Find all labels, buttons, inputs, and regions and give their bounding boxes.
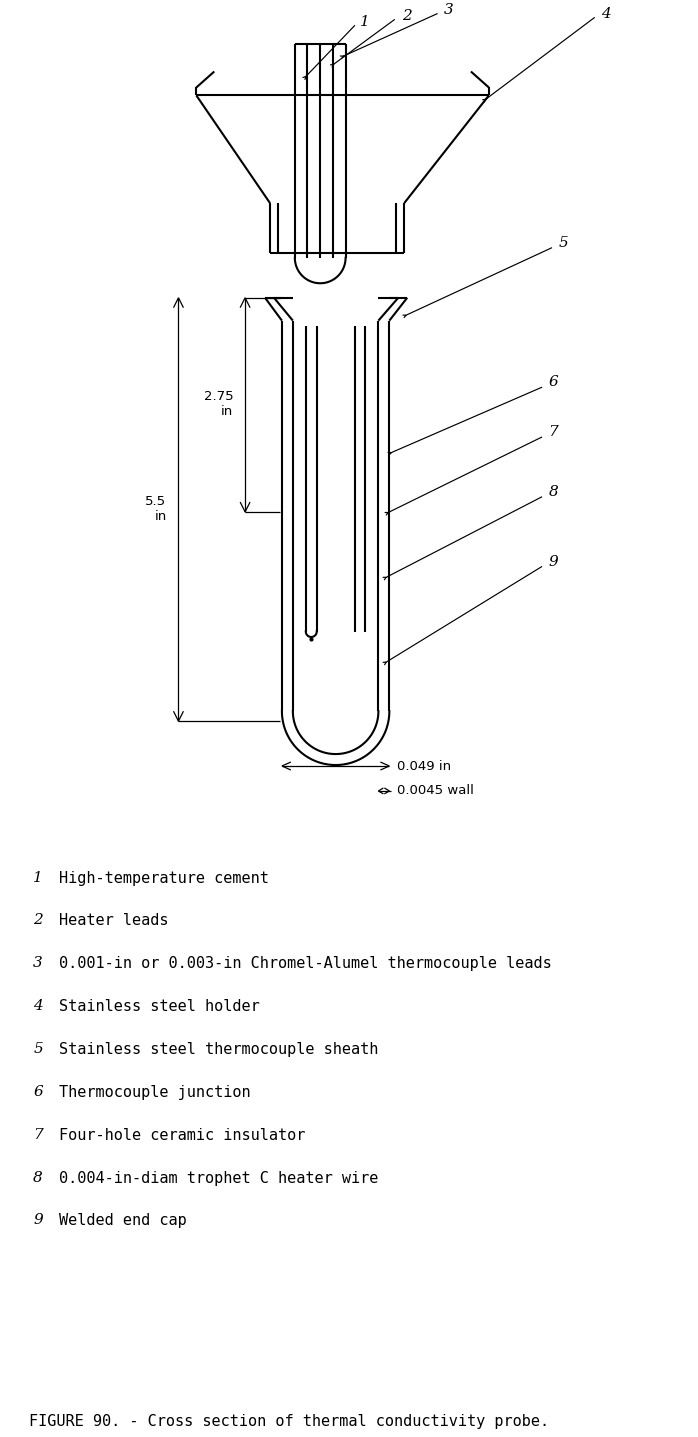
Text: 7: 7: [549, 425, 558, 440]
Text: 2.75
in: 2.75 in: [204, 391, 233, 418]
Text: 6: 6: [549, 375, 558, 389]
Text: 2: 2: [34, 914, 43, 927]
Text: Heater leads: Heater leads: [59, 914, 169, 928]
Text: FIGURE 90. - Cross section of thermal conductivity probe.: FIGURE 90. - Cross section of thermal co…: [29, 1414, 549, 1428]
Text: 7: 7: [34, 1128, 43, 1142]
Text: 4: 4: [34, 999, 43, 1013]
Text: 1: 1: [34, 871, 43, 885]
Text: 0.049 in: 0.049 in: [397, 760, 452, 773]
Text: 8: 8: [549, 486, 558, 499]
Text: 9: 9: [34, 1213, 43, 1227]
Text: 6: 6: [34, 1085, 43, 1099]
Text: 5.5
in: 5.5 in: [145, 494, 167, 523]
Text: 4: 4: [602, 7, 611, 20]
Text: Four-hole ceramic insulator: Four-hole ceramic insulator: [59, 1128, 306, 1142]
Text: Thermocouple junction: Thermocouple junction: [59, 1085, 251, 1099]
Text: Welded end cap: Welded end cap: [59, 1213, 187, 1229]
Text: 5: 5: [558, 236, 568, 250]
Text: 0.001-in or 0.003-in Chromel-Alumel thermocouple leads: 0.001-in or 0.003-in Chromel-Alumel ther…: [59, 957, 552, 971]
Text: 0.004-in-diam trophet C heater wire: 0.004-in-diam trophet C heater wire: [59, 1171, 378, 1186]
Text: 9: 9: [549, 555, 558, 569]
Text: 3: 3: [444, 3, 454, 17]
Text: 3: 3: [34, 957, 43, 970]
Text: 1: 1: [359, 14, 369, 29]
Text: Stainless steel holder: Stainless steel holder: [59, 999, 260, 1015]
Text: 0.0045 wall: 0.0045 wall: [397, 785, 474, 798]
Text: 8: 8: [34, 1171, 43, 1184]
Text: 5: 5: [34, 1042, 43, 1056]
Text: High-temperature cement: High-temperature cement: [59, 871, 269, 885]
Text: Stainless steel thermocouple sheath: Stainless steel thermocouple sheath: [59, 1042, 378, 1058]
Text: 2: 2: [402, 9, 412, 23]
